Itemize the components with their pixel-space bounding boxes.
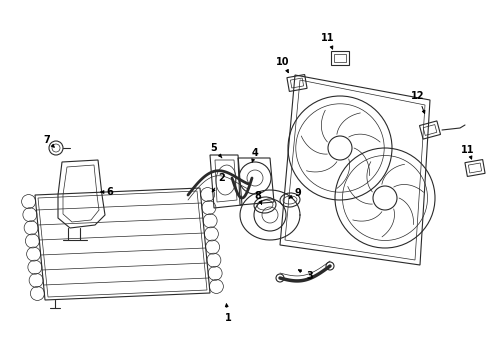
Text: 4: 4 (252, 148, 258, 162)
Text: 5: 5 (211, 143, 222, 158)
Text: 1: 1 (224, 304, 231, 323)
Text: 11: 11 (321, 33, 335, 49)
Text: 11: 11 (461, 145, 475, 159)
Text: 2: 2 (212, 173, 225, 192)
Text: 9: 9 (289, 188, 301, 198)
Text: 12: 12 (411, 91, 425, 113)
Text: 7: 7 (44, 135, 54, 147)
Text: 6: 6 (101, 187, 113, 197)
Text: 8: 8 (255, 191, 262, 204)
Text: 3: 3 (298, 270, 314, 281)
Text: 10: 10 (276, 57, 290, 73)
